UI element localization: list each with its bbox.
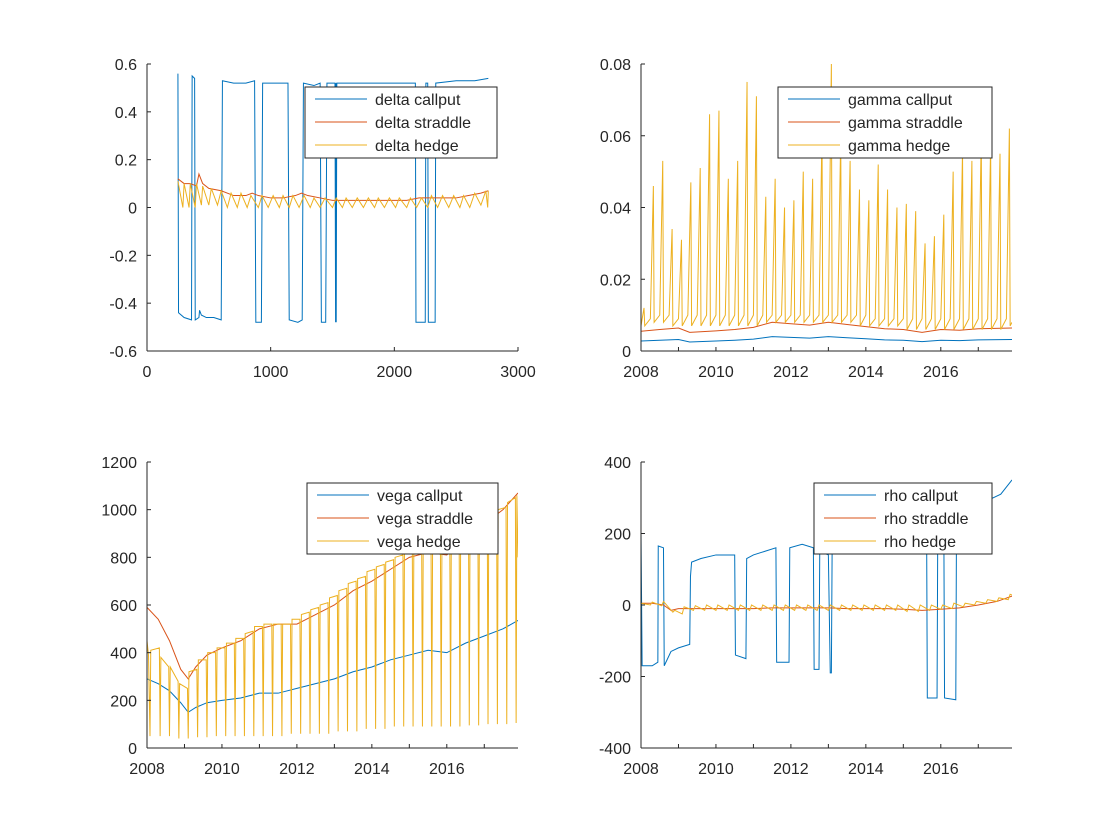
legend-label: delta callput [375,92,461,109]
y-tick-label: 0.06 [600,129,631,146]
y-tick-label: 0.6 [115,57,137,74]
x-tick-label: 2000 [377,364,413,381]
x-tick-label: 2016 [923,761,959,778]
subplot-gamma: 0 0.02 0.04 0.06 0.08 2008 2010 2012 2014 2016 gam… [600,57,1012,381]
x-tick-label: 2010 [698,761,734,778]
y-tick-label: -0.6 [109,344,137,361]
legend-label: gamma straddle [848,115,963,132]
x-tick-label: 2010 [698,364,734,381]
legend-label: vega straddle [377,511,473,528]
y-tick-label: 1200 [101,455,137,472]
x-tick-label: 2014 [848,761,884,778]
series-line-vega-hedge [147,495,518,739]
legend-label: rho straddle [884,511,969,528]
y-tick-label: -0.4 [109,296,137,313]
legend-label: gamma callput [848,92,953,109]
y-tick-label: -400 [599,741,631,758]
y-tick-label: -0.2 [109,248,137,265]
y-tick-label: 0.4 [115,105,137,122]
y-tick-label: 0 [622,344,631,361]
legend-label: vega hedge [377,534,461,551]
legend-label: vega callput [377,488,463,505]
x-tick-label: 0 [143,364,152,381]
y-tick-label: 0.02 [600,272,631,289]
series-line-delta-hedge [177,181,489,210]
y-tick-label: 600 [110,598,137,615]
series-line-rho-straddle [641,595,1012,611]
y-tick-label: 0 [128,201,137,218]
legend-label: delta straddle [375,115,471,132]
x-tick-label: 3000 [500,364,536,381]
subplot-rho: -400 -200 0 200 400 2008 2010 2012 2014 2016 rho c… [599,455,1012,778]
x-tick-label: 2010 [204,761,240,778]
y-tick-label: 800 [110,550,137,567]
legend: rho callput rho straddle rho hedge [813,482,993,555]
legend: delta callput delta straddle delta hedge [304,86,498,159]
legend-label: gamma hedge [848,138,950,155]
y-tick-label: 0 [622,598,631,615]
series-line-delta-straddle [177,172,489,201]
subplot-delta: -0.6 -0.4 -0.2 0 0.2 0.4 0.6 0 1000 2000 3000 delta… [109,57,535,381]
y-tick-label: 0.04 [600,201,631,218]
y-tick-label: 200 [110,693,137,710]
y-tick-label: 400 [604,455,631,472]
x-tick-label: 2008 [623,364,659,381]
legend: vega callput vega straddle vega hedge [306,482,499,555]
x-tick-label: 2016 [923,364,959,381]
y-tick-label: 0 [128,741,137,758]
y-tick-label: 400 [110,646,137,663]
y-tick-label: 1000 [101,503,137,520]
series-line-rho-hedge [641,593,1012,615]
series-line-gamma-hedge [641,64,1012,330]
x-tick-label: 2008 [129,761,165,778]
x-tick-label: 1000 [253,364,289,381]
x-tick-label: 2012 [773,761,809,778]
series-line-gamma-straddle [641,321,1012,333]
x-tick-label: 2008 [623,761,659,778]
legend: gamma callput gamma straddle gamma hedge [777,86,993,159]
x-tick-label: 2014 [848,364,884,381]
x-tick-label: 2012 [279,761,315,778]
y-tick-label: 0.2 [115,153,137,170]
subplot-vega: 0 200 400 600 800 1000 1200 2008 2010 2012 2014 201… [101,455,518,778]
legend-label: delta hedge [375,138,459,155]
y-tick-label: 200 [604,527,631,544]
legend-label: rho hedge [884,534,956,551]
x-tick-label: 2012 [773,364,809,381]
legend-label: rho callput [884,488,958,505]
x-tick-label: 2014 [354,761,390,778]
series-line-delta-callput [177,73,489,323]
y-tick-label: 0.08 [600,57,631,74]
y-tick-label: -200 [599,670,631,687]
series-line-gamma-callput [641,336,1012,343]
x-tick-label: 2016 [429,761,465,778]
